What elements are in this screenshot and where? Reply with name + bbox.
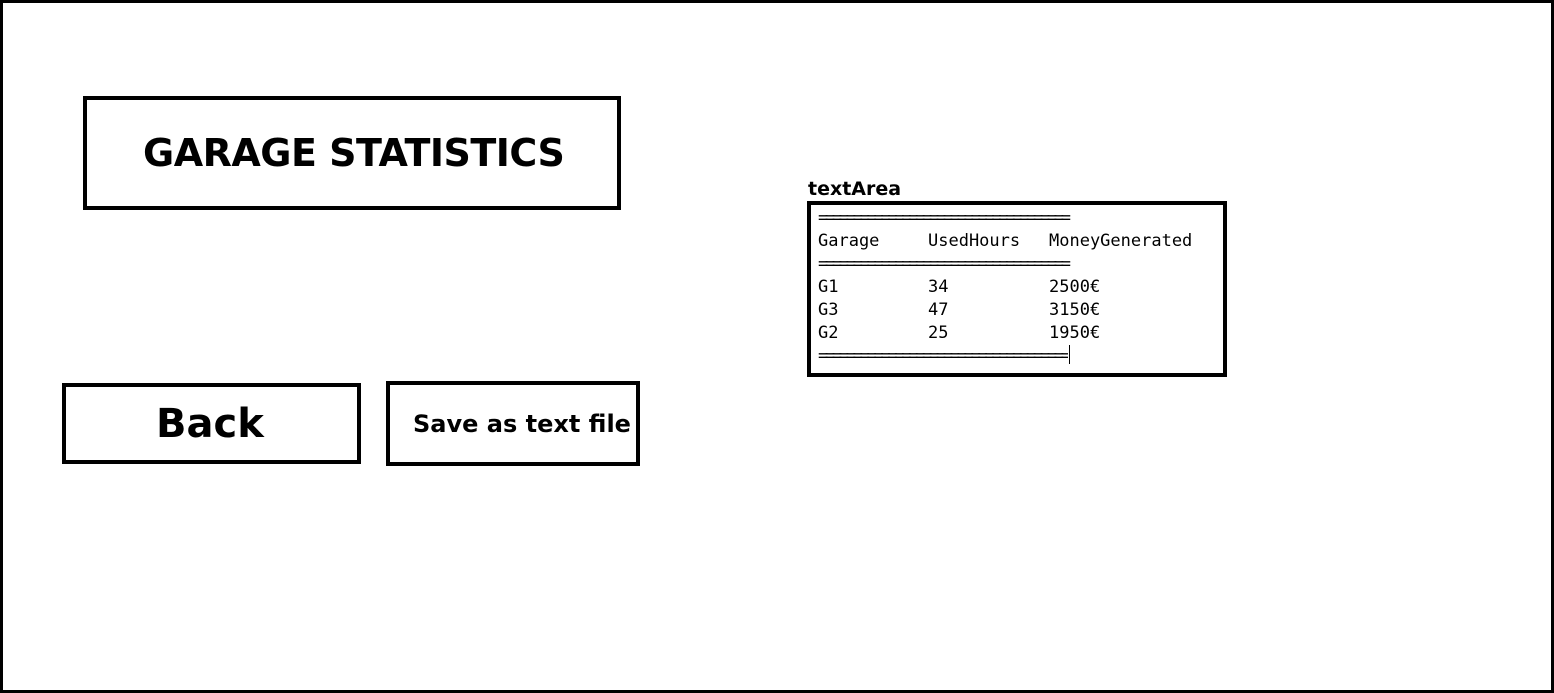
cell-used-hours: 34 [928, 277, 949, 297]
statistics-textarea[interactable]: ==================================== Gar… [807, 201, 1227, 377]
table-row: G2 25 1950€ [818, 322, 1223, 345]
header-money-generated: MoneyGenerated [1049, 231, 1193, 251]
separator-line: ==================================== [818, 254, 1071, 274]
cell-used-hours: 47 [928, 300, 949, 320]
header-row: Garage UsedHours MoneyGenerated [818, 230, 1223, 253]
cell-money-generated: 3150€ [1049, 300, 1101, 320]
cell-garage: G3 [818, 300, 839, 320]
header-garage: Garage [818, 231, 880, 251]
cell-garage: G2 [818, 323, 839, 343]
page-title: GARAGE STATISTICS [143, 131, 565, 175]
cell-garage: G1 [818, 277, 839, 297]
save-button-label: Save as text file [413, 409, 631, 438]
header-used-hours: UsedHours [928, 231, 1021, 251]
textarea-label: textArea [808, 178, 902, 200]
back-button[interactable]: Back [62, 383, 361, 464]
title-panel: GARAGE STATISTICS [83, 96, 621, 210]
save-as-text-file-button[interactable]: Save as text file [386, 381, 640, 466]
last-line: ==================================== [818, 345, 1223, 368]
cell-used-hours: 25 [928, 323, 949, 343]
separator-line: ==================================== [818, 208, 1071, 228]
back-button-label: Back [156, 400, 264, 447]
cell-money-generated: 2500€ [1049, 277, 1101, 297]
text-caret [1068, 345, 1070, 364]
separator-line: ==================================== [818, 346, 1068, 366]
table-row: G1 34 2500€ [818, 276, 1223, 299]
cell-money-generated: 1950€ [1049, 323, 1101, 343]
table-row: G3 47 3150€ [818, 299, 1223, 322]
